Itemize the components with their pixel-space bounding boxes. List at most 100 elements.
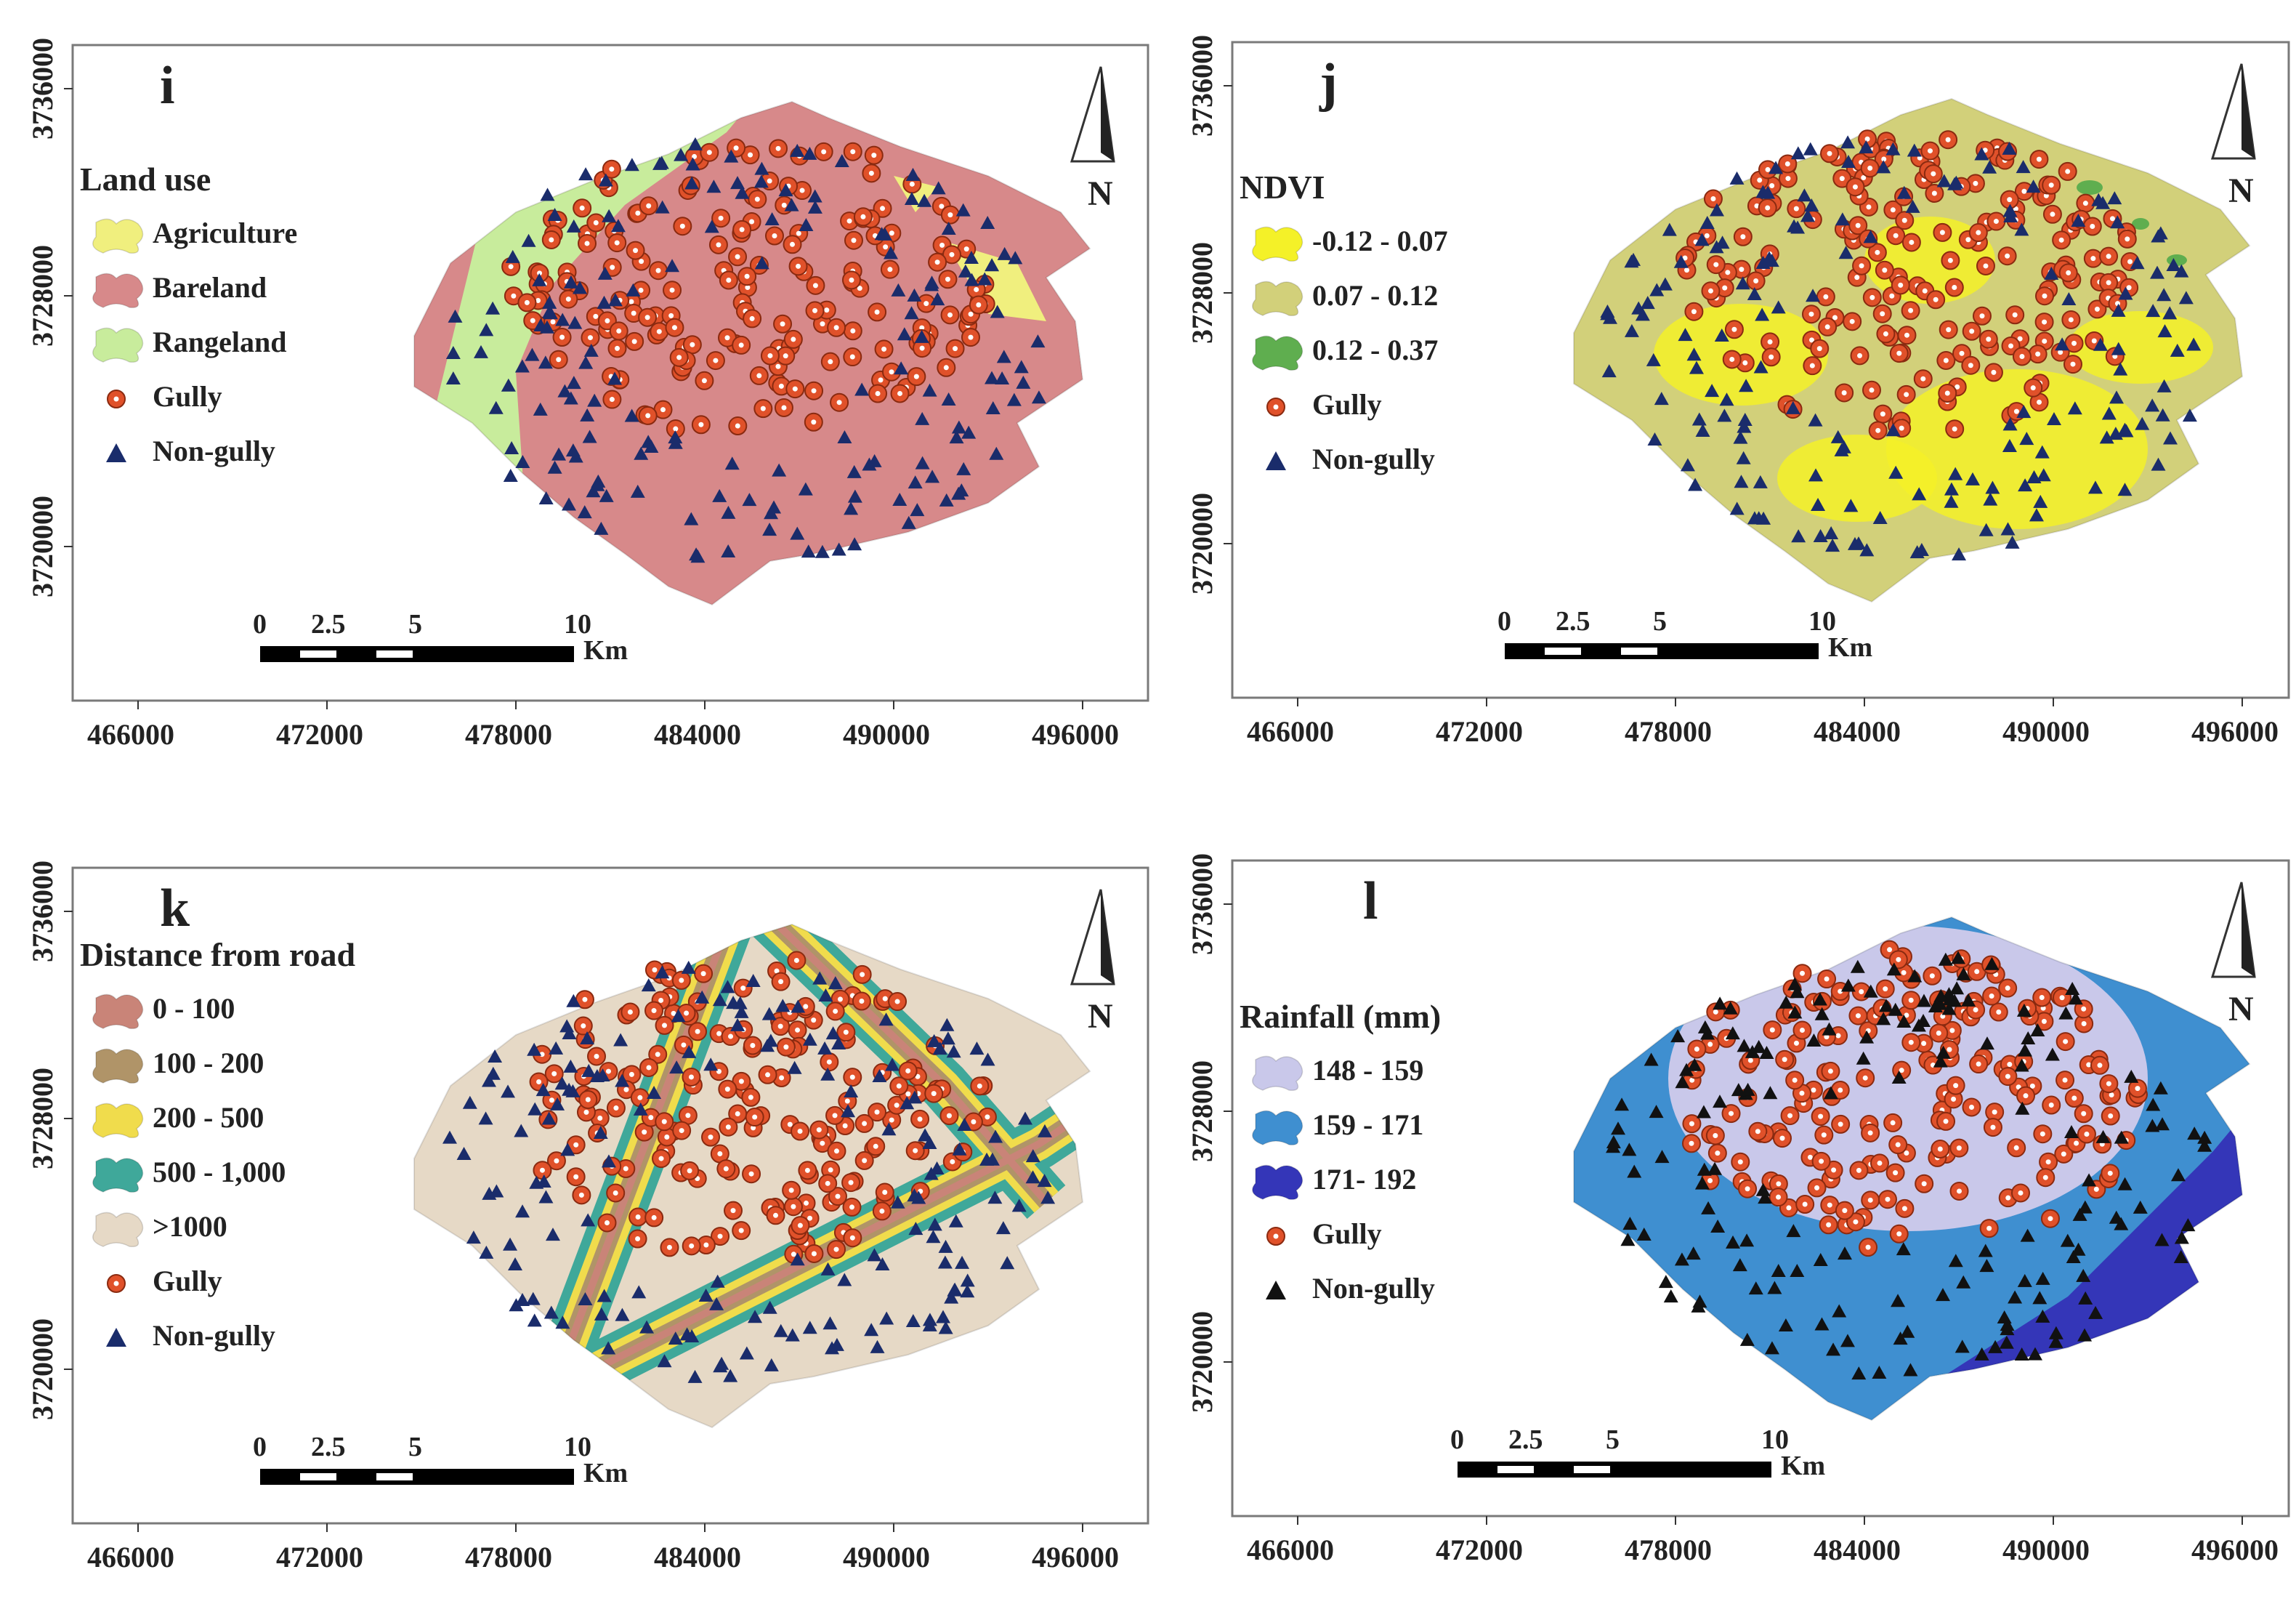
gully-point-center bbox=[934, 259, 940, 265]
nongully-point bbox=[1734, 475, 1749, 488]
nongully-points bbox=[1600, 135, 2202, 561]
nongully-point bbox=[514, 359, 530, 373]
gully-point-center bbox=[2068, 317, 2074, 323]
gully-point-center bbox=[2059, 995, 2065, 1001]
nongully-point bbox=[828, 976, 843, 990]
nongully-point bbox=[802, 1032, 817, 1046]
gully-point-center bbox=[1684, 267, 1690, 273]
gully-point-center bbox=[1881, 156, 1887, 162]
gully-point-center bbox=[2065, 169, 2071, 174]
nongully-point bbox=[1691, 412, 1707, 426]
nongully-point bbox=[1851, 536, 1866, 550]
nongully-point bbox=[525, 347, 540, 361]
gully-point-center bbox=[825, 1180, 830, 1186]
x-tick-label: 490000 bbox=[843, 718, 930, 751]
nongully-point bbox=[1896, 1015, 1912, 1028]
nongully-point bbox=[488, 1049, 503, 1063]
y-tick-label: 3720000 bbox=[1186, 1311, 1218, 1413]
gully-point-center bbox=[1939, 230, 1945, 235]
north-arrow-icon bbox=[2242, 882, 2255, 977]
gully-point-center bbox=[642, 1129, 647, 1135]
nongully-point bbox=[948, 1214, 963, 1228]
x-tick-label: 484000 bbox=[654, 1541, 741, 1573]
gully-point-center bbox=[820, 321, 825, 327]
nongully-point bbox=[561, 497, 576, 511]
x-tick-label: 490000 bbox=[2002, 715, 2090, 748]
nongully-point bbox=[2076, 1268, 2091, 1282]
scale-label: 2.5 bbox=[1556, 606, 1590, 637]
gully-point-center bbox=[796, 263, 801, 269]
gully-point-center bbox=[1818, 1113, 1824, 1119]
nongully-point bbox=[668, 435, 683, 449]
nongully-point bbox=[1879, 999, 1894, 1012]
gully-point-center bbox=[772, 233, 777, 239]
nongully-point bbox=[2058, 1006, 2074, 1020]
scale-bar-segment bbox=[1574, 1466, 1610, 1473]
nongully-point bbox=[1763, 1086, 1778, 1100]
nongully-point bbox=[1787, 977, 1803, 991]
nongully-point bbox=[1840, 1334, 1855, 1347]
gully-point-center bbox=[775, 363, 781, 369]
gully-point-center bbox=[637, 1095, 643, 1100]
nongully-point bbox=[557, 384, 573, 398]
gully-point-center bbox=[1809, 363, 1815, 368]
nongully-point bbox=[1725, 1026, 1740, 1040]
gully-point-center bbox=[844, 1098, 850, 1104]
nongully-point bbox=[1872, 510, 1888, 524]
nongully-point bbox=[2111, 342, 2126, 355]
nongully-point bbox=[1786, 1224, 1801, 1238]
gully-point-center bbox=[2074, 1140, 2079, 1146]
nongully-point bbox=[538, 355, 553, 369]
nongully-point bbox=[997, 246, 1012, 260]
gully-point-center bbox=[1731, 326, 1737, 332]
north-label: N bbox=[1088, 997, 1113, 1036]
gully-point-center bbox=[695, 1028, 700, 1034]
nongully-point bbox=[807, 189, 822, 203]
gully-point-center bbox=[628, 299, 634, 305]
nongully-point bbox=[1040, 1190, 1056, 1204]
gully-point-center bbox=[738, 342, 744, 348]
gully-point-center bbox=[748, 1171, 754, 1177]
nongully-point bbox=[894, 361, 909, 375]
gully-point-center bbox=[868, 170, 874, 176]
gully-point-center bbox=[791, 1252, 796, 1257]
gully-point-center bbox=[889, 1117, 894, 1123]
gully-point-center bbox=[579, 205, 585, 211]
basin-outline bbox=[413, 100, 1091, 606]
nongully-point bbox=[562, 1026, 577, 1040]
gully-point-center bbox=[1875, 427, 1881, 433]
nongully-point bbox=[946, 1044, 961, 1058]
nongully-point bbox=[954, 483, 969, 497]
gully-point-center bbox=[874, 1109, 880, 1115]
nongully-point bbox=[814, 544, 830, 558]
nongully-point bbox=[932, 1041, 947, 1055]
nongully-point bbox=[479, 323, 494, 336]
gully-point-center bbox=[2042, 338, 2048, 344]
nongully-point bbox=[682, 1044, 697, 1058]
gully-point-center bbox=[974, 286, 979, 292]
nongully-point bbox=[957, 1118, 972, 1132]
gully-point-center bbox=[2109, 216, 2115, 222]
nongully-point bbox=[2000, 1322, 2015, 1336]
gully-point-center bbox=[1854, 275, 1860, 281]
nongully-point bbox=[1737, 419, 1752, 433]
nongully-point bbox=[1753, 475, 1768, 488]
nongully-point bbox=[1791, 529, 1806, 543]
gully-point-center bbox=[1867, 1197, 1873, 1203]
gully-point-center bbox=[1921, 1181, 1927, 1187]
gully-point-center bbox=[915, 1073, 921, 1079]
nongully-point bbox=[979, 1152, 995, 1166]
nongully-point bbox=[1751, 1039, 1766, 1053]
gully-point-center bbox=[883, 244, 889, 250]
gully-point-center bbox=[862, 1121, 868, 1127]
gully-point-center bbox=[2021, 188, 2027, 194]
legend-swatch bbox=[92, 1103, 144, 1138]
nongully-point bbox=[1635, 307, 1650, 321]
nongully-point bbox=[1709, 203, 1724, 217]
nongully-point bbox=[1938, 952, 1953, 966]
nongully-point bbox=[591, 474, 606, 488]
gully-point-center bbox=[2035, 351, 2041, 357]
gully-point-center bbox=[913, 374, 919, 379]
gully-point-center bbox=[1990, 1124, 1996, 1130]
nongully-point bbox=[761, 1007, 777, 1020]
